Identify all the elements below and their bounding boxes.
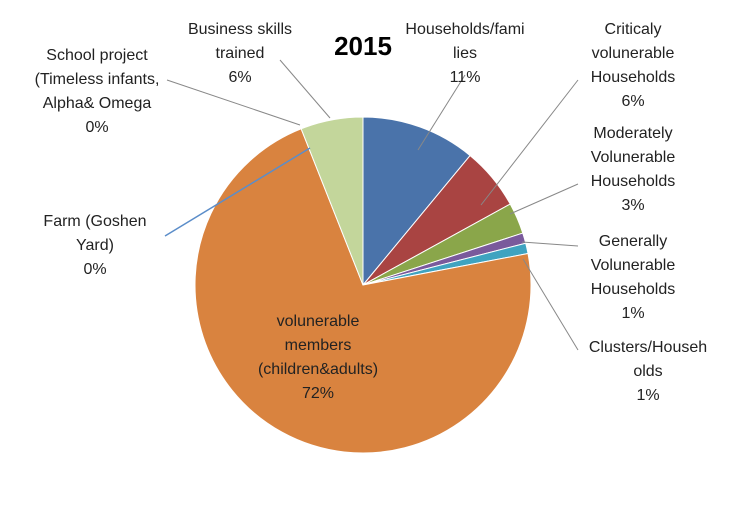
pie-slice-volunerable-members-children-adults — [194, 128, 532, 454]
slice-category-label: Households — [591, 69, 676, 86]
slice-percent-label: 0% — [85, 119, 108, 136]
slice-category-label: Volunerable — [591, 149, 676, 166]
slice-label-volunerable-members-children-adults: volunerable members (children&adults) 72% — [258, 313, 378, 402]
chart-title: 2015 — [334, 31, 392, 61]
slice-category-label: trained — [216, 45, 265, 62]
slice-category-label: (Timeless infants, — [35, 71, 160, 88]
slice-category-label: School project — [46, 47, 148, 64]
slice-category-label: olds — [633, 363, 662, 380]
pie-slices — [194, 116, 532, 454]
slice-label-school-project-timeless-infants-alpha-omega: School project (Timeless infants, Alpha& O… — [35, 47, 160, 136]
slice-label-business-skills-trained: Business skills trained 6% — [188, 21, 292, 86]
slice-category-label: lies — [453, 45, 477, 62]
pie-slice-business-skills-trained — [300, 116, 364, 286]
slice-category-label: Volunerable — [591, 257, 676, 274]
slice-category-label: members — [285, 337, 352, 354]
leader-line-clusters-households — [522, 258, 579, 351]
slice-percent-label: 3% — [621, 197, 644, 214]
slice-percent-label: 1% — [621, 305, 644, 322]
slice-category-label: volunerable — [592, 45, 675, 62]
slice-category-label: Households/fami — [405, 21, 524, 38]
leader-line-generally-volunerable-households — [521, 241, 579, 247]
slice-label-households-families: Households/fami lies 11% — [405, 21, 524, 86]
leader-line-moderately-volunerable-households — [509, 183, 579, 215]
slice-category-label: Alpha& Omega — [43, 95, 152, 112]
slice-label-generally-volunerable-households: Generally Volunerable Households 1% — [591, 233, 676, 322]
pie-slice-households-families — [362, 116, 471, 287]
slice-label-criticaly-volunerable-households: Criticaly volunerable Households 6% — [591, 21, 676, 110]
slice-labels: Households/fami lies 11% Criticaly volunerab… — [35, 21, 708, 404]
slice-label-clusters-households: Clusters/Househ olds 1% — [589, 339, 707, 404]
slice-category-label: (children&adults) — [258, 361, 378, 378]
slice-category-label: Households — [591, 281, 676, 298]
slice-category-label: Moderately — [593, 125, 672, 142]
slice-category-label: Yard) — [76, 237, 114, 254]
slice-percent-label: 11% — [450, 69, 481, 86]
slice-category-label: Households — [591, 173, 676, 190]
slice-percent-label: 72% — [302, 385, 334, 402]
slice-percent-label: 0% — [83, 261, 106, 278]
leader-line-farm-goshen-yard — [164, 147, 311, 237]
leader-line-criticaly-volunerable-households — [480, 79, 579, 206]
slice-percent-label: 6% — [621, 93, 644, 110]
slice-label-moderately-volunerable-households: Moderately Volunerable Households 3% — [591, 125, 676, 214]
leader-line-school-project-timeless-infants-alpha-omega — [166, 79, 301, 126]
slice-percent-label: 6% — [228, 69, 251, 86]
slice-label-farm-goshen-yard: Farm (Goshen Yard) 0% — [43, 213, 146, 278]
slice-category-label: Clusters/Househ — [589, 339, 707, 356]
leader-lines — [164, 59, 579, 351]
slice-category-label: Business skills — [188, 21, 292, 38]
slice-category-label: volunerable — [277, 313, 360, 330]
leader-line-business-skills-trained — [279, 59, 331, 119]
slice-category-label: Generally — [599, 233, 667, 250]
slice-category-label: Criticaly — [605, 21, 662, 38]
slice-percent-label: 1% — [636, 387, 659, 404]
slice-category-label: Farm (Goshen — [43, 213, 146, 230]
leader-line-households-families — [417, 74, 466, 151]
